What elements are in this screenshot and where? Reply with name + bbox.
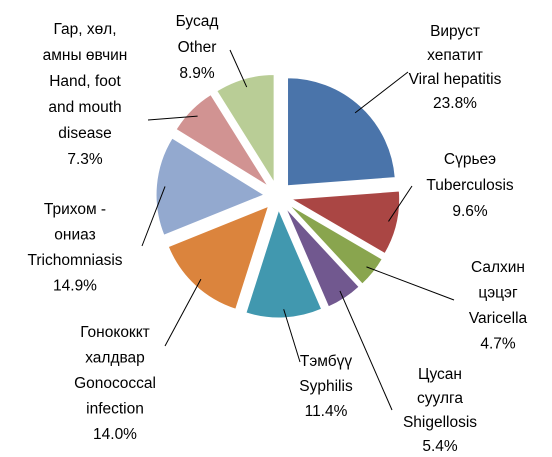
slice-label: Бусад: [176, 13, 219, 30]
slice-label: Гонококкт: [80, 324, 150, 341]
pie-slice: [167, 205, 270, 310]
pie-slice: [290, 190, 401, 255]
value-label: 9.6%: [452, 203, 488, 220]
slice-label: Салхин: [471, 259, 525, 276]
pie-slice: [287, 77, 396, 187]
slice-label: Gonococcal: [74, 375, 156, 392]
value-label: 5.4%: [422, 438, 458, 455]
slice-label: ониаз: [54, 227, 95, 244]
slice-label: Hand, foot: [49, 73, 121, 90]
leader-line: [354, 71, 409, 114]
slice-label: Tuberculosis: [426, 177, 514, 194]
slice-label: хепатит: [427, 47, 483, 64]
slice-label: Shigellosis: [403, 414, 477, 431]
slice-label: суулга: [417, 390, 463, 407]
slice-label: Цусан: [418, 366, 462, 383]
leader-line: [366, 266, 455, 301]
leader-line: [339, 290, 393, 411]
pie-slice: [245, 208, 323, 319]
slice-label: Сүрьеэ: [444, 151, 496, 168]
pie-slice: [288, 204, 383, 285]
leader-line: [229, 49, 248, 88]
value-label: 7.3%: [67, 151, 103, 168]
leader-line: [147, 115, 198, 121]
slice-label: Viral hepatitis: [409, 71, 502, 88]
value-label: 14.0%: [93, 426, 137, 443]
slice-label: Trichomniasis: [27, 252, 122, 269]
slice-label: and mouth: [48, 99, 121, 116]
value-label: 14.9%: [53, 278, 97, 295]
slice-label: Вируст: [430, 23, 480, 40]
slice-label: халдвар: [85, 350, 145, 367]
slice-label: Тэмбүү: [300, 353, 352, 370]
slice-label: Other: [178, 39, 217, 56]
pie-slice: [285, 207, 360, 308]
slice-label: Syphilis: [299, 378, 353, 395]
slice-label: цэцэг: [478, 285, 518, 302]
pie-slice: [216, 74, 275, 185]
slice-label: Гар, хөл,: [53, 21, 116, 38]
value-label: 23.8%: [433, 95, 477, 112]
pie-slice: [175, 93, 269, 187]
slice-label: амны өвчин: [43, 47, 128, 64]
value-label: 8.9%: [179, 65, 215, 82]
slice-label: Varicella: [469, 310, 528, 327]
slice-label: infection: [86, 401, 144, 418]
leader-line: [283, 309, 301, 363]
value-label: 4.7%: [480, 336, 516, 353]
value-label: 11.4%: [305, 403, 348, 420]
leader-line: [164, 278, 202, 347]
slice-label: Трихом -: [44, 201, 106, 218]
slice-label: disease: [58, 125, 111, 142]
leader-line: [388, 185, 413, 222]
pie-slice: [155, 137, 266, 236]
leader-line: [141, 186, 166, 247]
